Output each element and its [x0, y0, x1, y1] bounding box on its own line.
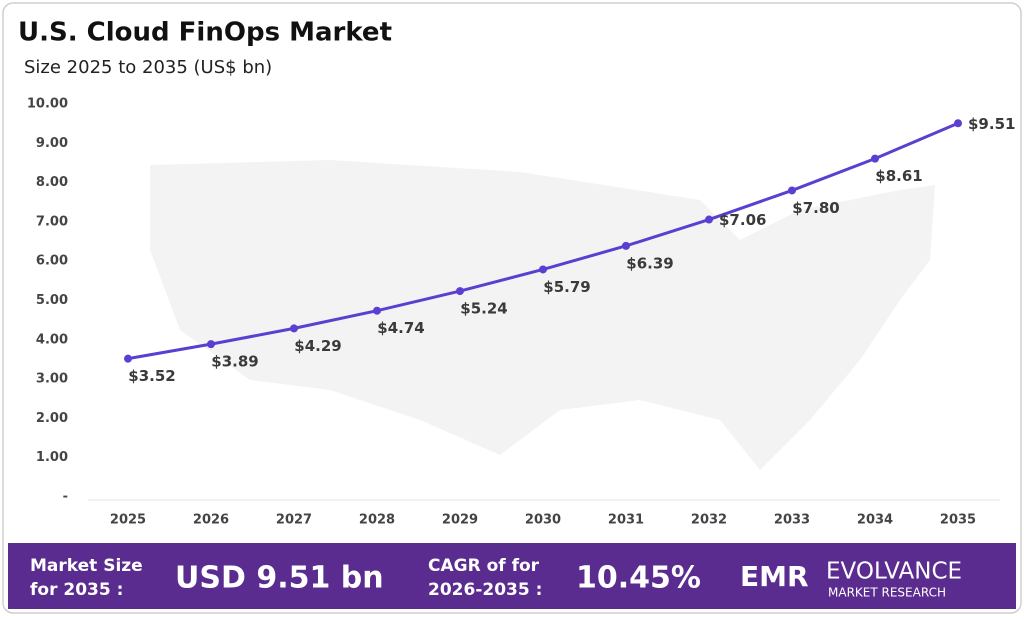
data-label: $3.52 — [128, 367, 175, 385]
data-label: $7.80 — [792, 199, 839, 217]
logo-mark: EMR — [740, 560, 809, 593]
point — [871, 154, 879, 163]
y-tick-label: 1.00 — [36, 450, 68, 465]
footer-cagr-label: 2026-2035 : — [428, 580, 542, 600]
data-label: $3.89 — [211, 353, 258, 371]
point — [207, 340, 215, 349]
x-tick-label: 2030 — [525, 513, 561, 528]
footer-cagr-label: CAGR of for — [428, 556, 540, 576]
logo-name: EVOLVANCE — [826, 559, 962, 585]
y-tick-label: 7.00 — [36, 214, 68, 229]
data-label: $6.39 — [626, 254, 673, 272]
x-tick-label: 2033 — [774, 513, 810, 528]
x-tick-label: 2032 — [691, 513, 727, 528]
chart-title: U.S. Cloud FinOps Market — [18, 18, 392, 48]
chart-subtitle: Size 2025 to 2035 (US$ bn) — [24, 57, 272, 78]
x-tick-label: 2025 — [110, 513, 146, 528]
y-tick-label: 2.00 — [36, 411, 68, 426]
point — [954, 119, 962, 128]
footer-size-value: USD 9.51 bn — [175, 561, 384, 596]
point — [373, 306, 381, 315]
y-tick-label: 10.00 — [27, 97, 68, 112]
footer-cagr-value: 10.45% — [576, 561, 701, 596]
footer-size-label: Market Size — [30, 556, 143, 576]
y-tick-label: 5.00 — [36, 293, 68, 308]
data-label: $7.06 — [719, 211, 766, 229]
point — [539, 265, 547, 274]
x-tick-label: 2029 — [442, 513, 478, 528]
x-tick-label: 2035 — [940, 513, 976, 528]
footer-size-label: for 2035 : — [30, 580, 123, 600]
y-tick-label: 6.00 — [36, 254, 68, 269]
x-tick-label: 2027 — [276, 513, 312, 528]
x-tick-label: 2028 — [359, 513, 395, 528]
y-tick-label: 3.00 — [36, 372, 68, 387]
point — [705, 215, 713, 224]
data-label: $9.51 — [968, 115, 1015, 133]
data-label: $4.29 — [294, 337, 341, 355]
point — [622, 241, 630, 250]
point — [124, 354, 132, 363]
x-tick-label: 2034 — [857, 513, 893, 528]
data-label: $5.24 — [460, 300, 507, 318]
y-tick-label: 9.00 — [36, 136, 68, 151]
data-label: $5.79 — [543, 278, 590, 296]
y-tick-label: - — [63, 490, 68, 505]
point — [788, 186, 796, 195]
footer-bar — [8, 543, 1016, 609]
y-tick-label: 8.00 — [36, 175, 68, 190]
y-tick-label: 4.00 — [36, 332, 68, 347]
data-label: $8.61 — [875, 167, 922, 185]
data-label: $4.74 — [377, 319, 424, 337]
x-tick-label: 2026 — [193, 513, 229, 528]
logo-tagline: MARKET RESEARCH — [828, 586, 946, 600]
map-silhouette — [150, 160, 935, 470]
x-tick-label: 2031 — [608, 513, 644, 528]
point — [290, 324, 298, 333]
point — [456, 287, 464, 296]
